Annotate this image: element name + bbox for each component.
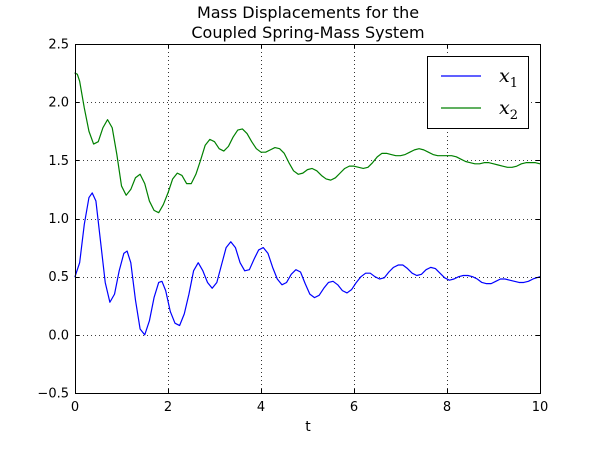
x-axis-label: t xyxy=(305,419,311,435)
x-tick-label: 10 xyxy=(532,400,549,415)
x-tick-label: 4 xyxy=(257,400,265,415)
chart-title-line-2: Coupled Spring-Mass System xyxy=(191,23,424,42)
legend-label-subscript: 1 xyxy=(510,76,518,91)
x-tick-label: 2 xyxy=(164,400,172,415)
legend-label-name: x xyxy=(499,65,510,87)
chart-title-line-1: Mass Displacements for the xyxy=(197,3,419,22)
series-line-x2 xyxy=(74,72,541,214)
y-tick-label: 1.5 xyxy=(48,154,69,169)
y-tick-label: 2.5 xyxy=(48,38,69,53)
x-tick-label: 6 xyxy=(350,400,358,415)
series-lines xyxy=(74,72,541,336)
tick-labels: 0 2 4 6 8 10 −0.5 0.0 0.5 1.0 1.5 2.0 2.5 xyxy=(37,38,548,416)
y-tick-label: −0.5 xyxy=(37,387,69,402)
y-tick-label: 0.5 xyxy=(48,270,69,285)
x-tick-label: 0 xyxy=(71,400,79,415)
legend-label-name: x xyxy=(499,97,510,119)
y-tick-label: 0.0 xyxy=(48,328,69,343)
legend-label-x1: x1 xyxy=(499,65,518,91)
legend-label-subscript: 2 xyxy=(510,108,518,123)
x-tick-label: 8 xyxy=(443,400,451,415)
legend-box xyxy=(427,56,529,129)
grid-lines xyxy=(75,44,540,393)
legend-label-x2: x2 xyxy=(499,97,518,123)
y-tick-label: 1.0 xyxy=(48,212,69,227)
series-line-x1 xyxy=(74,192,541,336)
axis-ticks xyxy=(75,44,541,394)
y-tick-label: 2.0 xyxy=(48,96,69,111)
